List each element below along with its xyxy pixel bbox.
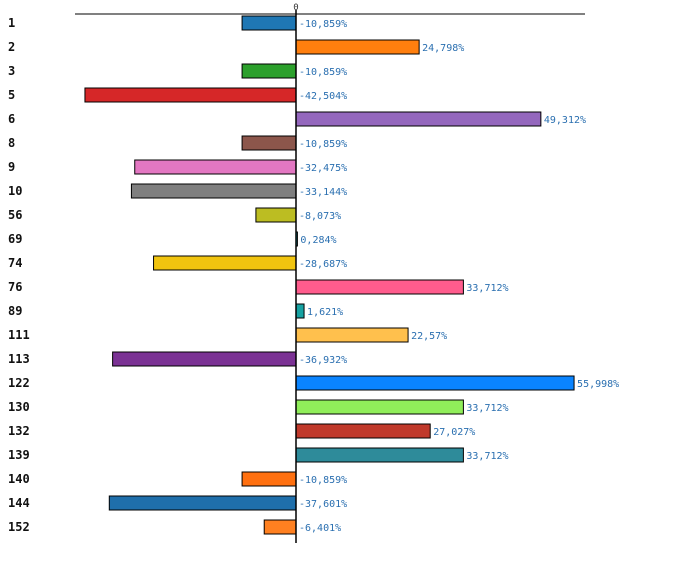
bar-144 [108,495,297,511]
value-label-2: 24,798% [422,43,464,54]
category-label-89: 89 [8,304,22,318]
category-label-144: 144 [8,496,30,510]
category-label-74: 74 [8,256,22,270]
value-label-1: -10,859% [299,19,347,30]
value-label-144: -37,601% [299,499,347,510]
value-label-111: 22,57% [411,331,447,342]
category-label-132: 132 [8,424,30,438]
category-label-152: 152 [8,520,30,534]
bar-56 [255,207,297,223]
value-label-130: 33,712% [466,403,508,414]
bar-5 [84,87,297,103]
category-label-1: 1 [8,16,15,30]
bar-140 [241,471,297,487]
value-label-5: -42,504% [299,91,347,102]
category-label-6: 6 [8,112,15,126]
category-label-113: 113 [8,352,30,366]
bar-1 [241,15,297,31]
category-label-2: 2 [8,40,15,54]
bar-74 [153,255,297,271]
bar-8 [241,135,297,151]
category-label-5: 5 [8,88,15,102]
value-label-132: 27,027% [433,427,475,438]
value-label-3: -10,859% [299,67,347,78]
category-label-56: 56 [8,208,22,222]
bar-6 [295,111,542,127]
category-label-139: 139 [8,448,30,462]
bar-113 [112,351,297,367]
bar-10 [130,183,297,199]
bar-89 [295,303,305,319]
bar-132 [295,423,431,439]
bar-130 [295,399,464,415]
category-label-122: 122 [8,376,30,390]
value-label-152: -6,401% [299,523,341,534]
bar-122 [295,375,575,391]
bar-76 [295,279,464,295]
value-label-56: -8,073% [299,211,341,222]
value-label-89: 1,621% [307,307,343,318]
value-label-76: 33,712% [466,283,508,294]
value-label-74: -28,687% [299,259,347,270]
bar-152 [263,519,297,535]
value-label-140: -10,859% [299,475,347,486]
category-label-8: 8 [8,136,15,150]
value-label-139: 33,712% [466,451,508,462]
category-label-9: 9 [8,160,15,174]
category-label-130: 130 [8,400,30,414]
bar-2 [295,39,420,55]
bar-9 [134,159,297,175]
bar-3 [241,63,297,79]
value-label-69: 0,284% [300,235,336,246]
category-label-140: 140 [8,472,30,486]
category-label-111: 111 [8,328,30,342]
value-label-10: -33,144% [299,187,347,198]
value-label-113: -36,932% [299,355,347,366]
bar-111 [295,327,409,343]
value-label-6: 49,312% [544,115,586,126]
category-label-10: 10 [8,184,22,198]
category-label-3: 3 [8,64,15,78]
category-label-69: 69 [8,232,22,246]
zero-tick-label: 0 [293,3,298,13]
value-label-8: -10,859% [299,139,347,150]
bar-139 [295,447,464,463]
category-label-76: 76 [8,280,22,294]
value-label-122: 55,998% [577,379,619,390]
value-label-9: -32,475% [299,163,347,174]
